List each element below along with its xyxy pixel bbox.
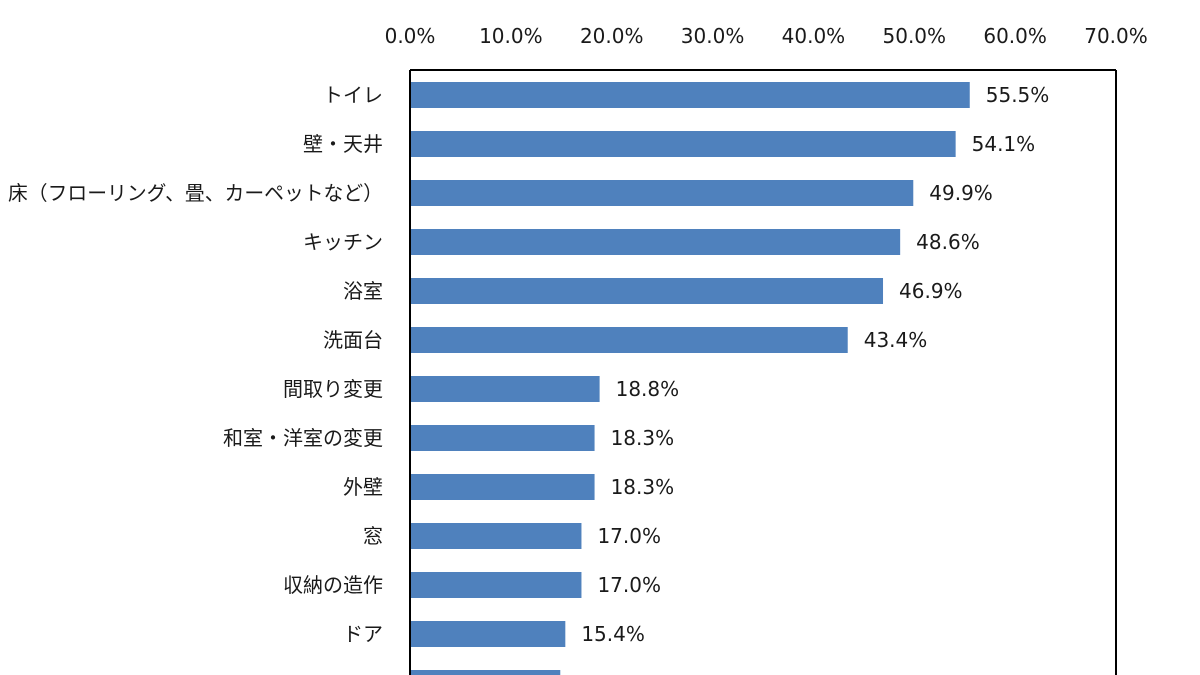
x-tick-label: 30.0% [681, 24, 745, 48]
x-tick-label: 50.0% [883, 24, 947, 48]
data-label: 46.9% [899, 279, 963, 303]
x-tick-label: 20.0% [580, 24, 644, 48]
x-tick-label: 10.0% [479, 24, 543, 48]
bar [410, 523, 582, 549]
category-label: トイレ [323, 83, 383, 107]
data-label: 17.0% [597, 524, 661, 548]
category-label: 間取り変更 [283, 377, 383, 401]
category-label: 和室・洋室の変更 [223, 426, 383, 450]
bar [410, 425, 595, 451]
data-label: 17.0% [597, 573, 661, 597]
category-label: 窓 [363, 524, 383, 548]
data-label: 18.3% [611, 426, 675, 450]
x-tick-label: 40.0% [782, 24, 846, 48]
data-label: 49.9% [929, 181, 993, 205]
category-label: 外壁 [343, 475, 383, 499]
x-tick-label: 0.0% [385, 24, 436, 48]
data-label: 18.3% [611, 475, 675, 499]
bar [410, 572, 582, 598]
category-label: 壁・天井 [303, 132, 383, 156]
category-label: 浴室 [343, 279, 383, 303]
data-label: 18.8% [616, 377, 680, 401]
bar [410, 474, 595, 500]
category-label: キッチン [303, 230, 383, 254]
data-label: 43.4% [864, 328, 928, 352]
bar [410, 376, 600, 402]
data-label: 15.4% [581, 622, 645, 646]
bar [410, 278, 884, 304]
category-label: 床（フローリング、畳、カーペットなど） [8, 181, 383, 205]
x-tick-label: 60.0% [983, 24, 1047, 48]
x-tick-label: 70.0% [1084, 24, 1148, 48]
bar [410, 670, 561, 675]
x-axis-ticks: 0.0% 10.0% 20.0% 30.0% 40.0% 50.0% 60.0% 70.0% [385, 24, 1148, 48]
category-label: 収納の造作 [283, 573, 383, 597]
bars [410, 82, 970, 675]
category-label: 洗面台 [323, 328, 383, 352]
bar [410, 180, 914, 206]
bar [410, 621, 566, 647]
data-label: 55.5% [986, 83, 1050, 107]
data-label: 54.1% [972, 132, 1036, 156]
bar [410, 131, 956, 157]
category-label: ドア [343, 622, 383, 646]
bar [410, 327, 848, 353]
bar [410, 82, 970, 108]
data-labels: 55.5% 54.1% 49.9% 48.6% 46.9% 43.4% 18.8% 18.3%… [581, 83, 1049, 646]
data-label: 48.6% [916, 230, 980, 254]
bar [410, 229, 901, 255]
